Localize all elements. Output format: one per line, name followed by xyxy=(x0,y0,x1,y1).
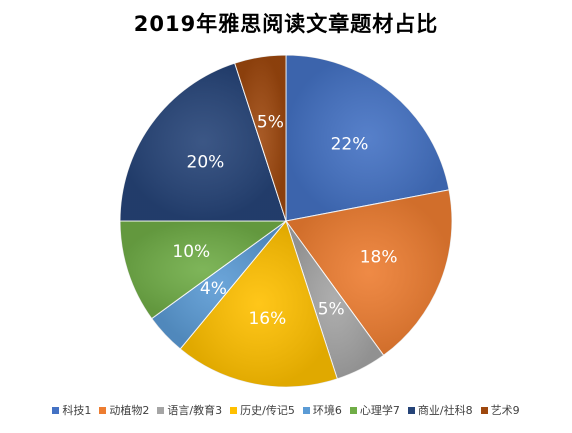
legend-label-7: 商业/社科8 xyxy=(417,404,473,417)
pie-slice-shade-2 xyxy=(286,189,453,356)
legend-label-5: 环境6 xyxy=(312,404,342,417)
legend-swatch-4 xyxy=(230,406,238,414)
pie-data-label-6: 10% xyxy=(172,242,210,262)
legend-label-8: 艺术9 xyxy=(490,404,520,417)
legend-item-4: 历史/传记5 xyxy=(230,402,295,418)
pie-slices xyxy=(119,54,453,388)
pie-slice-shade-7 xyxy=(120,63,286,221)
legend-item-5: 环境6 xyxy=(302,402,342,418)
pie-slice-labels: 22% 18% 5% 16% 4% 10% 20% 5% xyxy=(172,113,397,329)
legend-item-1: 科技1 xyxy=(52,402,91,418)
pie-data-label-4: 16% xyxy=(248,309,286,329)
pie-slice-shade-6 xyxy=(120,221,286,319)
legend-label-3: 语言/教育3 xyxy=(167,404,223,417)
legend-swatch-2 xyxy=(99,406,107,414)
legend-label-1: 科技1 xyxy=(62,404,92,417)
legend-swatch-8 xyxy=(480,406,488,414)
legend: 科技1 动植物2 语言/教育3 历史/传记5 环境6 心理学7 商业/社科8 艺术9 xyxy=(0,402,572,418)
pie-data-label-5: 4% xyxy=(200,279,227,299)
pie-data-label-3: 5% xyxy=(318,300,345,320)
pie-slice-shade-8 xyxy=(234,55,286,221)
pie-slice-shade-4 xyxy=(180,221,338,387)
legend-swatch-7 xyxy=(407,406,415,414)
legend-swatch-1 xyxy=(52,406,60,414)
legend-label-2: 动植物2 xyxy=(109,404,150,417)
legend-swatch-3 xyxy=(157,406,165,414)
legend-item-6: 心理学7 xyxy=(349,402,400,418)
pie-data-label-8: 5% xyxy=(257,113,284,133)
legend-item-8: 艺术9 xyxy=(480,402,520,418)
legend-swatch-6 xyxy=(349,406,357,414)
pie-data-label-2: 18% xyxy=(360,248,398,268)
legend-swatch-5 xyxy=(302,406,310,414)
legend-item-7: 商业/社科8 xyxy=(407,402,473,418)
pie-slice-shade-1 xyxy=(286,55,450,221)
legend-label-4: 历史/传记5 xyxy=(240,404,295,417)
legend-item-3: 语言/教育3 xyxy=(157,402,222,418)
pie-data-label-7: 20% xyxy=(187,152,225,172)
chart-title: 2019年雅思阅读文章题材占比 xyxy=(133,12,439,36)
legend-label-6: 心理学7 xyxy=(359,404,400,417)
pie-chart: 22% 18% 5% 16% 4% 10% 20% 5% xyxy=(119,54,453,388)
pie-slice-shade-5 xyxy=(151,221,286,349)
pie-data-label-1: 22% xyxy=(331,134,369,154)
legend-item-2: 动植物2 xyxy=(99,402,149,418)
pie-slice-shade-3 xyxy=(286,221,384,379)
